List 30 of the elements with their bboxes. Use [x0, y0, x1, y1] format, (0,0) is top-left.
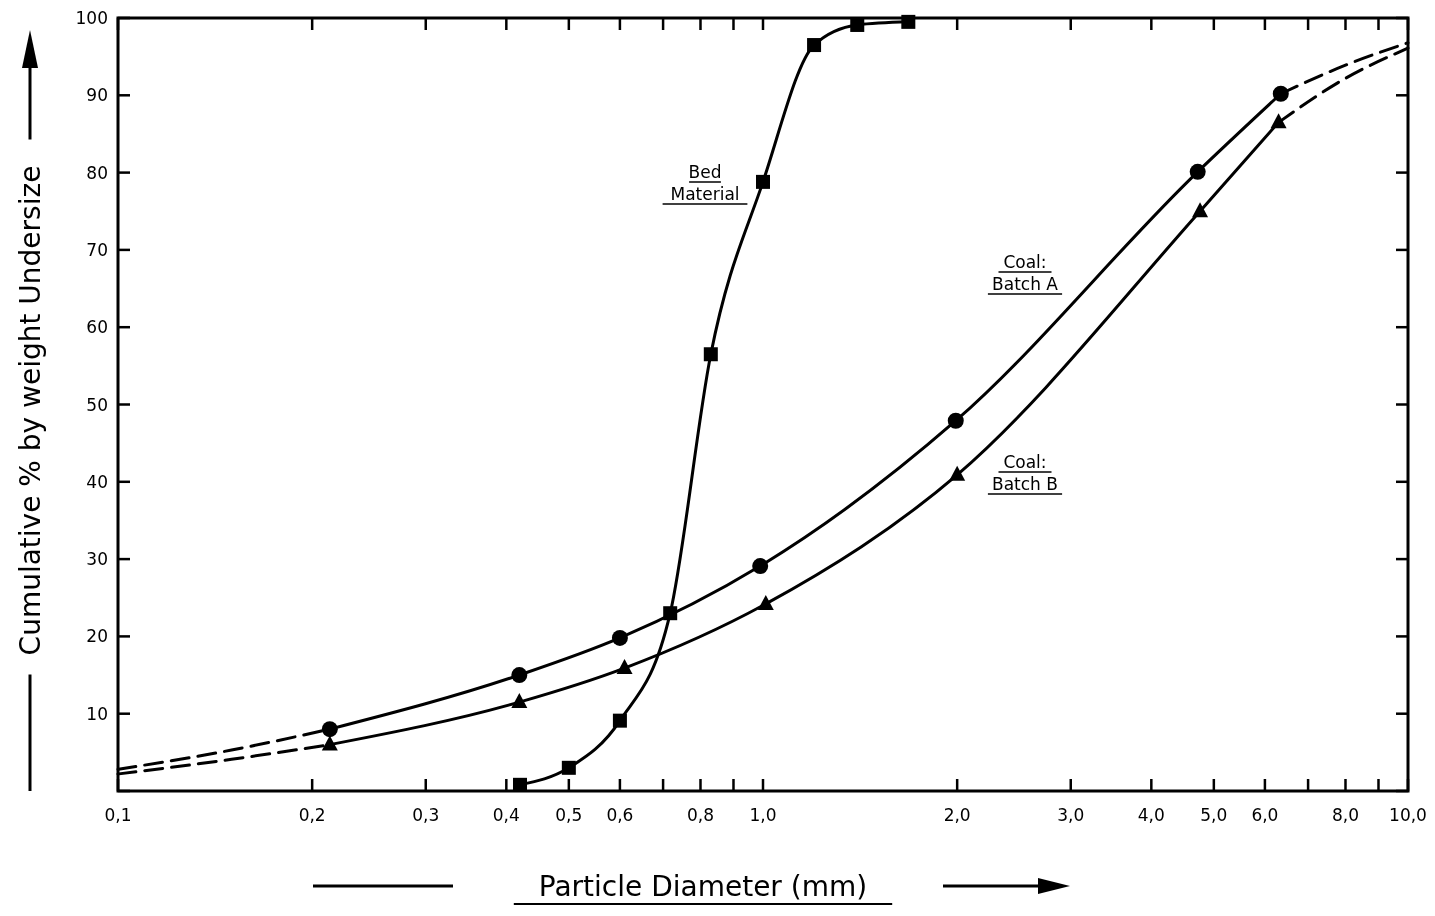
y-tick-label: 60 — [86, 317, 108, 338]
x-tick-label: 0,6 — [606, 805, 634, 825]
y-tick-label: 80 — [86, 162, 108, 183]
y-tick-label: 40 — [86, 471, 108, 492]
x-tick-label: 2,0 — [943, 805, 971, 825]
y-axis-title: Cumulative % by weight Undersize — [14, 165, 47, 656]
x-tick-label: 0,2 — [298, 805, 326, 825]
y-tick-label: 20 — [86, 626, 108, 647]
x-tick-label: 1,0 — [749, 805, 777, 825]
x-tick-label: 0,3 — [412, 805, 440, 825]
y-tick-label: 30 — [86, 549, 108, 570]
annotation: Coal: Batch A — [992, 252, 1059, 294]
x-axis-title: Particle Diameter (mm) — [538, 870, 868, 903]
y-tick-label: 10 — [86, 703, 108, 724]
y-tick-label: 70 — [86, 239, 108, 260]
x-tick-label: 5,0 — [1200, 805, 1228, 825]
x-tick-label: 0,1 — [104, 805, 132, 825]
x-tick-label: 0,8 — [686, 805, 715, 825]
x-tick-label: 10,0 — [1389, 805, 1427, 825]
x-tick-label: 0,5 — [555, 805, 583, 825]
annotation: Coal: Batch B — [992, 452, 1058, 494]
x-tick-label: 0,4 — [492, 805, 520, 825]
y-tick-label: 90 — [86, 85, 108, 106]
x-tick-label: 4,0 — [1137, 805, 1165, 825]
x-tick-label: 6,0 — [1251, 805, 1279, 825]
x-tick-label: 8,0 — [1331, 805, 1360, 825]
y-tick-label: 100 — [75, 8, 108, 28]
y-tick-label: 50 — [86, 394, 108, 415]
annotation: Bed Material — [670, 162, 740, 204]
x-tick-label: 3,0 — [1057, 805, 1085, 825]
